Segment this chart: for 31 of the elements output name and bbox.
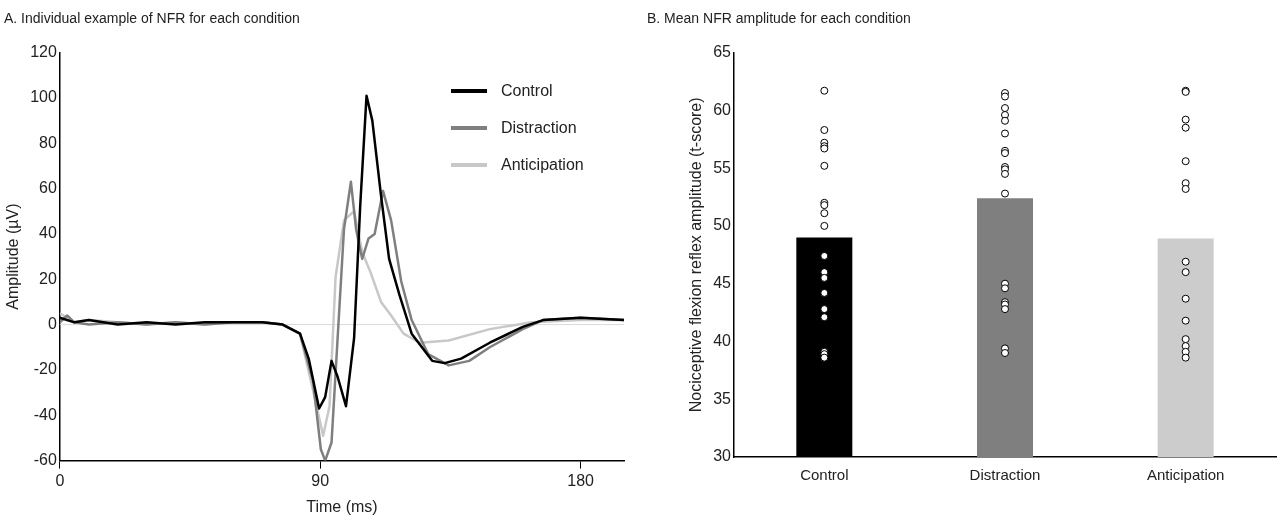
y-tick-label: 45	[713, 274, 732, 292]
x-axis-title: Time (ms)	[306, 497, 378, 515]
y-tick-label: 100	[30, 88, 57, 106]
y-tick-label: 60	[713, 100, 732, 118]
x-tick-label: Anticipation	[1146, 466, 1225, 484]
x-tick-label: Distraction	[969, 466, 1041, 484]
legend-label: Anticipation	[501, 156, 584, 175]
y-tick-label: 80	[39, 133, 57, 151]
y-tick-label: 65	[713, 43, 732, 61]
y-tick-label: 60	[39, 179, 57, 197]
y-tick-label: 30	[713, 447, 732, 465]
y-tick-label: 0	[47, 315, 57, 333]
y-tick-label: 120	[30, 43, 57, 61]
chart-title: A. Individual example of NFR for each condition	[4, 10, 300, 26]
chart-title: B. Mean NFR amplitude for each condition	[647, 10, 911, 26]
y-tick-label: 50	[713, 216, 732, 234]
x-tick-label: Control	[800, 466, 849, 484]
y-tick-label: 35	[713, 389, 732, 407]
y-axis-title: Nociceptive flexion reflex amplitude (t-score)	[687, 97, 705, 413]
y-axis-title: Amplitude (µV)	[4, 203, 22, 310]
y-tick-label: 40	[39, 224, 57, 242]
y-tick-label: 55	[713, 158, 732, 176]
y-tick-label: -40	[33, 405, 57, 423]
y-tick-label: 40	[713, 331, 732, 349]
x-tick-label: 180	[567, 471, 595, 489]
legend-label: Control	[501, 82, 553, 101]
x-tick-label: 90	[311, 471, 330, 489]
y-tick-label: -60	[33, 451, 57, 469]
legend-label: Distraction	[501, 119, 577, 138]
y-tick-label: 20	[39, 269, 57, 287]
y-tick-label: -20	[33, 360, 57, 378]
